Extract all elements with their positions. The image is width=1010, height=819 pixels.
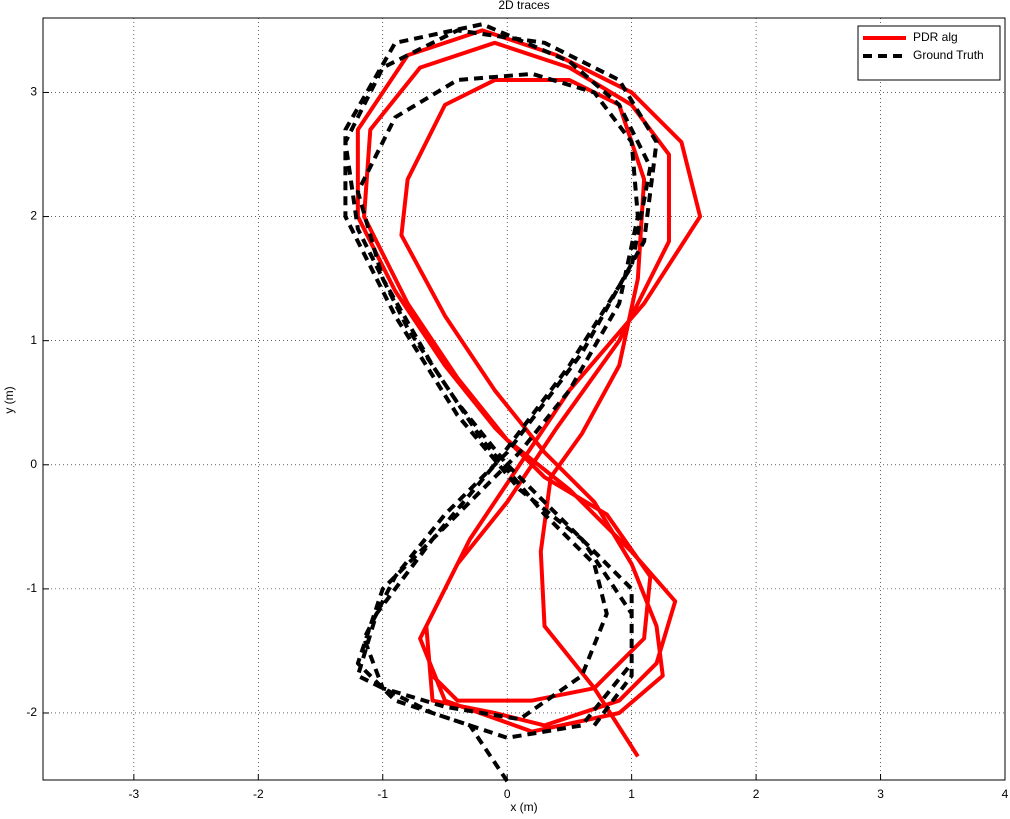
y-tick-label: -2: [26, 705, 37, 719]
legend-box: [857, 25, 1001, 81]
x-tick-label: 1: [628, 787, 635, 801]
trace-line: [343, 22, 659, 783]
x-tick-label: -3: [129, 787, 140, 801]
x-tick-label: 3: [877, 787, 884, 801]
y-tick-label: 2: [30, 209, 37, 223]
chart-title: 2D traces: [498, 0, 549, 12]
y-tick-label: 0: [30, 457, 37, 471]
legend-label: PDR alg: [913, 30, 958, 44]
x-tick-label: -2: [253, 787, 264, 801]
x-tick-label: 4: [1002, 787, 1009, 801]
y-axis-label: y (m): [2, 386, 16, 413]
trace-line: [355, 28, 703, 758]
x-tick-label: 0: [504, 787, 511, 801]
y-tick-label: -1: [26, 581, 37, 595]
x-tick-label: -1: [377, 787, 388, 801]
plot-frame: [42, 17, 1006, 781]
x-axis-label: x (m): [510, 800, 537, 814]
legend-label: Ground Truth: [913, 48, 984, 62]
y-tick-label: 1: [30, 333, 37, 347]
x-tick-label: 2: [753, 787, 760, 801]
y-tick-label: 3: [30, 85, 37, 99]
